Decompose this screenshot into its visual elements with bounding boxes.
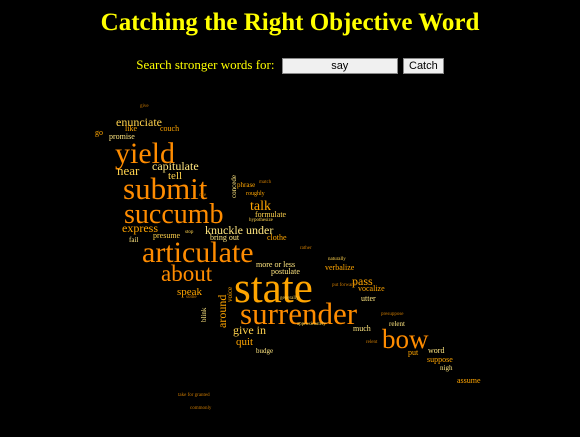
- cloud-word-state[interactable]: state: [234, 265, 313, 312]
- search-form: Search stronger words for: Catch: [0, 57, 580, 74]
- cloud-word-bring-out[interactable]: bring out: [210, 233, 240, 242]
- cloud-word-talk[interactable]: talk: [250, 199, 271, 214]
- cloud-word-commonly[interactable]: commonly: [190, 406, 212, 411]
- cloud-word-clothe[interactable]: clothe: [267, 233, 287, 242]
- cloud-word-yield[interactable]: yield: [115, 137, 175, 170]
- cloud-word-presume[interactable]: presume: [153, 231, 181, 240]
- cloud-word-submit[interactable]: submit: [123, 171, 208, 206]
- cloud-word-vocalize[interactable]: vocalize: [358, 284, 385, 293]
- cloud-word-utter[interactable]: utter: [361, 294, 376, 303]
- cloud-word-approximately[interactable]: approximately: [297, 322, 326, 327]
- cloud-word-budge[interactable]: budge: [256, 347, 274, 355]
- cloud-word-phrase[interactable]: phrase: [237, 181, 256, 189]
- search-label: Search stronger words for:: [136, 57, 275, 72]
- cloud-word-succumb[interactable]: succumb: [124, 199, 224, 230]
- cloud-word-suppose[interactable]: suppose: [427, 355, 453, 364]
- cloud-word-assume[interactable]: assume: [457, 376, 481, 385]
- cloud-word-enunciate[interactable]: enunciate: [116, 115, 162, 129]
- cloud-word-surrender[interactable]: surrender: [240, 296, 358, 331]
- cloud-word-pass[interactable]: pass: [352, 274, 373, 288]
- catch-button[interactable]: Catch: [403, 58, 444, 74]
- cloud-word-put-forward[interactable]: put forward: [332, 283, 356, 288]
- search-input[interactable]: [281, 58, 398, 74]
- cloud-word-hypothesize[interactable]: hypothesize: [249, 218, 273, 223]
- cloud-word-couch[interactable]: couch: [160, 124, 180, 133]
- cloud-word-presuppose[interactable]: presuppose: [381, 312, 404, 317]
- cloud-word-match[interactable]: match: [259, 180, 272, 185]
- cloud-word-naturally[interactable]: naturally: [328, 257, 346, 262]
- cloud-word-nigh[interactable]: nigh: [440, 364, 453, 372]
- cloud-word-knuckle-under[interactable]: knuckle under: [205, 223, 274, 237]
- cloud-word-give[interactable]: give: [140, 104, 149, 109]
- cloud-word-quit[interactable]: quit: [236, 336, 254, 348]
- cloud-word-voice[interactable]: voice: [226, 286, 234, 302]
- cloud-word-relent-small[interactable]: relent: [366, 340, 378, 345]
- cloud-word-put[interactable]: put: [408, 348, 419, 357]
- cloud-word-express[interactable]: express: [122, 221, 158, 235]
- cloud-word-bow[interactable]: bow: [382, 324, 429, 354]
- cloud-word-roughly[interactable]: roughly: [246, 191, 265, 197]
- cloud-word-fail[interactable]: fail: [129, 236, 139, 244]
- cloud-word-rather[interactable]: rather: [300, 246, 312, 251]
- cloud-word-capitulate[interactable]: capitulate: [152, 159, 199, 173]
- cloud-word-near[interactable]: near: [117, 163, 140, 178]
- cloud-word-postulate[interactable]: postulate: [271, 267, 300, 276]
- cloud-word-much[interactable]: much: [353, 324, 371, 333]
- cloud-word-concede[interactable]: concede: [230, 175, 238, 198]
- cloud-word-more-or-less[interactable]: more or less: [256, 260, 296, 269]
- page-title: Catching the Right Objective Word: [100, 9, 480, 36]
- cloud-word-generally[interactable]: generally: [280, 296, 299, 301]
- cloud-word-go[interactable]: go: [95, 128, 103, 137]
- cloud-word-give-in[interactable]: give in: [233, 323, 266, 337]
- cloud-word-articulate[interactable]: articulate: [142, 236, 254, 269]
- cloud-word-tell[interactable]: tell: [168, 170, 183, 182]
- cloud-word-verbalize[interactable]: verbalize: [325, 263, 355, 272]
- cloud-word-cite[interactable]: cite: [199, 193, 207, 198]
- cloud-word-blink[interactable]: blink: [200, 307, 208, 322]
- cloud-word-relent[interactable]: relent: [389, 320, 405, 328]
- cloud-word-stop[interactable]: stop: [185, 230, 194, 235]
- cloud-word-take-for-granted[interactable]: take for granted: [178, 393, 210, 398]
- cloud-word-like[interactable]: like: [125, 124, 137, 133]
- cloud-word-some[interactable]: some: [186, 295, 197, 300]
- cloud-word-speak[interactable]: speak: [177, 286, 203, 298]
- cloud-word-word[interactable]: word: [428, 346, 445, 355]
- cloud-word-about[interactable]: about: [161, 261, 213, 286]
- cloud-word-formulate[interactable]: formulate: [255, 210, 287, 219]
- cloud-word-promise[interactable]: promise: [109, 132, 135, 141]
